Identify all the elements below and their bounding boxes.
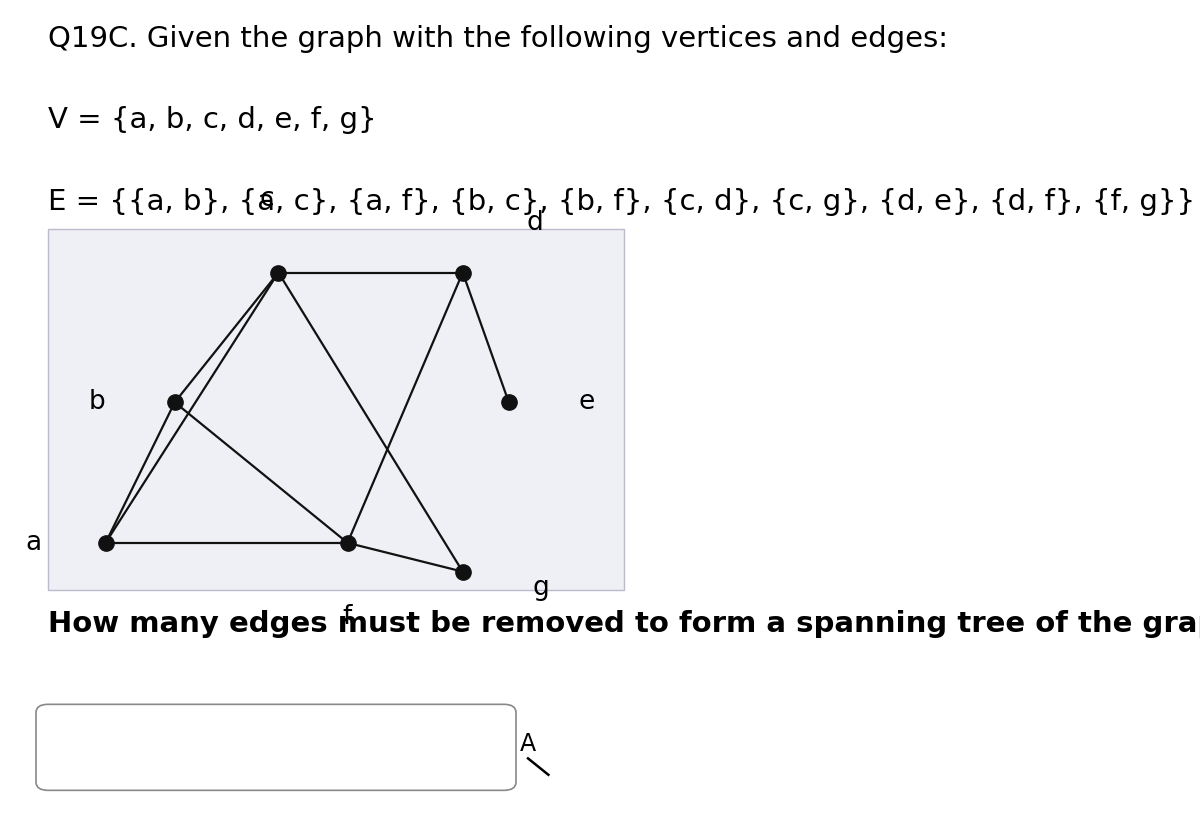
- Text: E = {{a, b}, {a, c}, {a, f}, {b, c}, {b, f}, {c, d}, {c, g}, {d, e}, {d, f}, {f,: E = {{a, b}, {a, c}, {a, f}, {b, c}, {b,…: [48, 188, 1195, 216]
- Text: d: d: [527, 210, 544, 237]
- FancyBboxPatch shape: [48, 229, 624, 590]
- Text: b: b: [89, 389, 106, 415]
- Text: c: c: [259, 186, 274, 212]
- Text: Q19C. Given the graph with the following vertices and edges:: Q19C. Given the graph with the following…: [48, 25, 948, 52]
- Text: A: A: [520, 731, 536, 756]
- Text: g: g: [533, 575, 550, 601]
- Text: How many edges must be removed to form a spanning tree of the graph?: How many edges must be removed to form a…: [48, 610, 1200, 638]
- Text: f: f: [343, 604, 353, 630]
- FancyBboxPatch shape: [36, 704, 516, 790]
- Text: V = {a, b, c, d, e, f, g}: V = {a, b, c, d, e, f, g}: [48, 106, 377, 134]
- Text: a: a: [25, 530, 42, 556]
- Text: e: e: [578, 389, 595, 415]
